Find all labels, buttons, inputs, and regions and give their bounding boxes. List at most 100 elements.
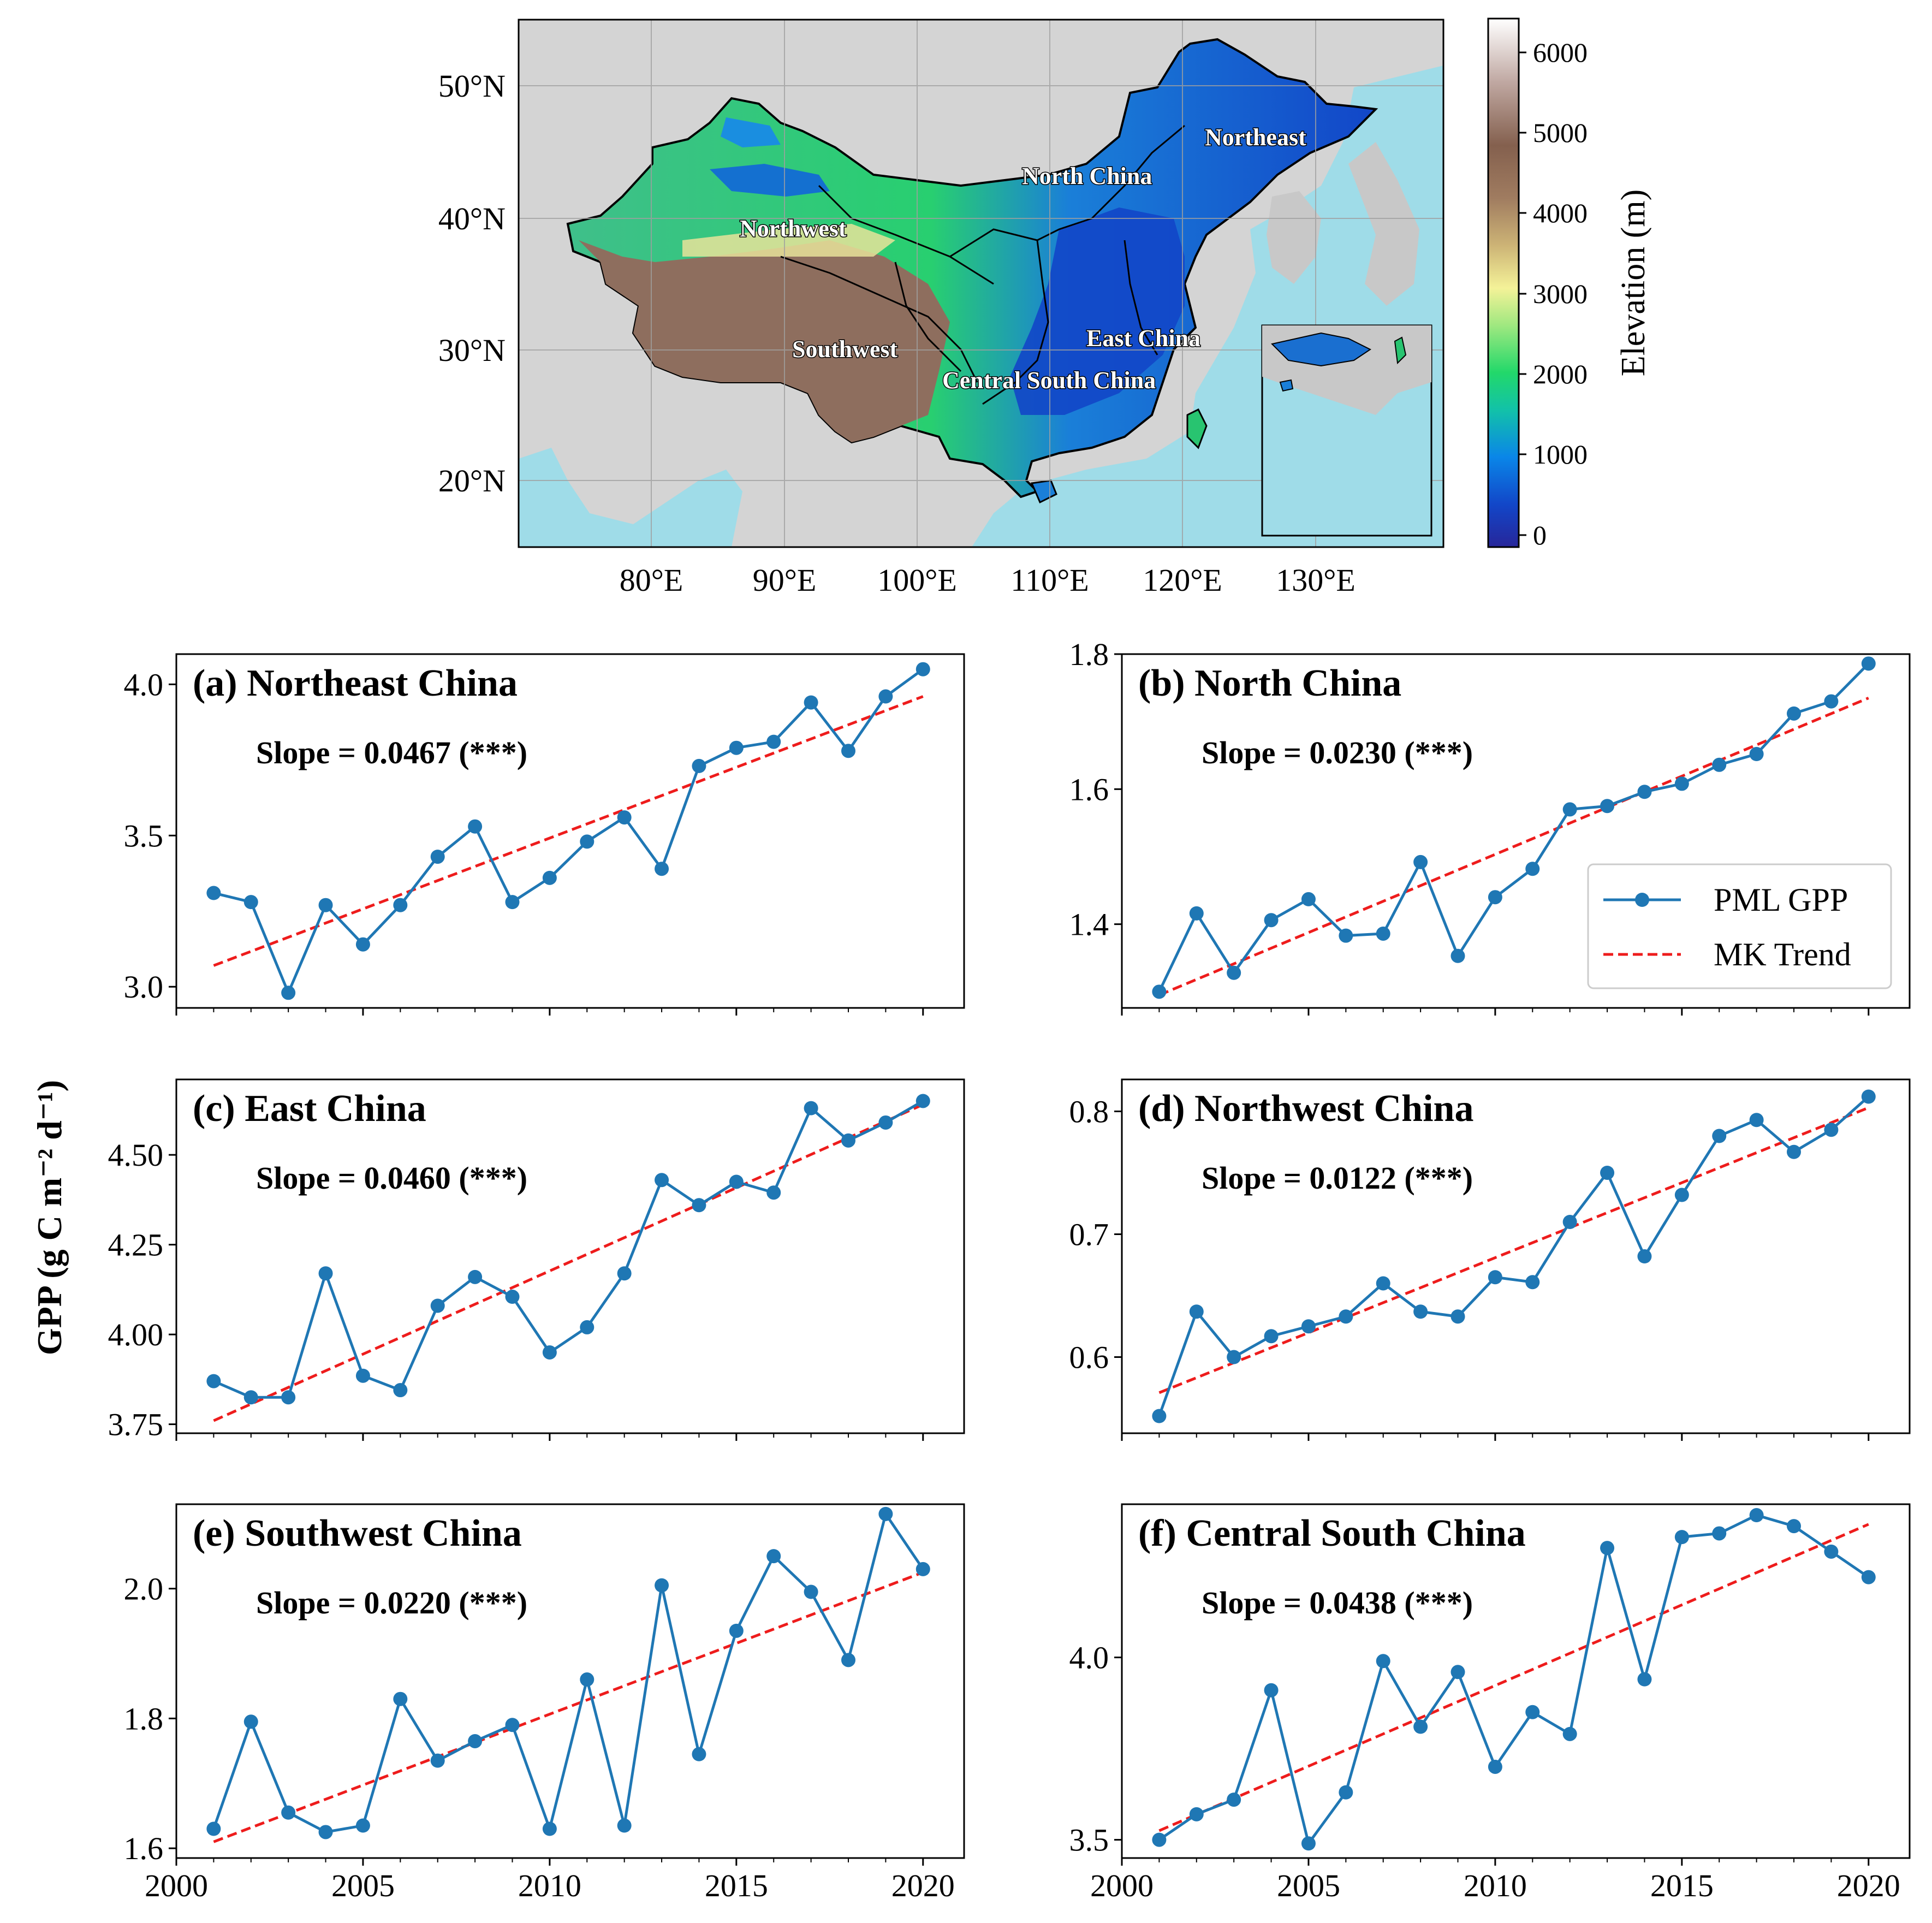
data-point xyxy=(1712,757,1727,772)
y-tick-label: 2.0 xyxy=(124,1571,164,1607)
lon-tick-labels: 80°E 90°E 100°E 110°E 120°E 130°E xyxy=(620,562,1356,598)
lon-tick-label: 90°E xyxy=(753,562,817,598)
data-point xyxy=(916,1094,930,1108)
y-tick-label: 3.75 xyxy=(108,1407,164,1443)
colorbar-tick-label: 1000 xyxy=(1533,439,1588,470)
data-point xyxy=(430,1298,445,1313)
data-point xyxy=(1451,948,1465,963)
panel-frame xyxy=(1121,1503,1911,1859)
y-tick-label: 3.5 xyxy=(1069,1823,1109,1858)
data-point xyxy=(655,1578,669,1593)
x-tick-label: 2010 xyxy=(1464,1868,1527,1903)
data-point xyxy=(655,862,669,876)
data-point xyxy=(1562,1726,1577,1741)
colorbar-tick-label: 5000 xyxy=(1533,117,1588,148)
colorbar-tick-label: 3000 xyxy=(1533,278,1588,309)
slope-annotation: Slope = 0.0467 (***) xyxy=(256,735,527,770)
data-point xyxy=(1227,1793,1241,1807)
data-point xyxy=(692,758,706,773)
data-point xyxy=(206,1374,221,1388)
data-point xyxy=(393,1691,408,1706)
data-point xyxy=(1376,1276,1390,1291)
elevation-map: Northeast North China Northwest East Chi… xyxy=(438,17,1652,598)
data-point xyxy=(878,1506,893,1521)
data-point xyxy=(916,662,930,676)
series-line xyxy=(213,668,924,996)
y-tick-label: 4.0 xyxy=(1069,1640,1109,1676)
data-point xyxy=(1301,1319,1316,1334)
x-tick-label: 2005 xyxy=(1277,1868,1340,1903)
data-point xyxy=(281,1805,296,1820)
slope-annotation: Slope = 0.0122 (***) xyxy=(1202,1160,1473,1196)
data-point xyxy=(916,1562,930,1576)
panel-title: (b) North China xyxy=(1138,662,1401,704)
region-label-east-china: East China xyxy=(1086,325,1200,352)
data-point xyxy=(393,898,408,912)
lon-tick-label: 80°E xyxy=(620,562,683,598)
data-point xyxy=(542,870,557,885)
gpp-panel-1: 3.0 3.5 4.0 (a) Northeast China Slope = 0.04… xyxy=(124,653,965,1016)
data-point xyxy=(1189,1304,1204,1319)
data-point xyxy=(318,1266,333,1281)
data-point xyxy=(1674,1188,1689,1202)
data-point xyxy=(1264,913,1279,928)
panel-frame xyxy=(175,653,965,1009)
trend-line xyxy=(1158,1523,1869,1832)
data-point xyxy=(1264,1683,1279,1698)
panel-title: (f) Central South China xyxy=(1138,1512,1526,1554)
y-tick-label: 1.6 xyxy=(124,1831,164,1866)
data-point xyxy=(878,1115,893,1130)
data-point xyxy=(1674,776,1689,791)
data-point xyxy=(243,1714,258,1729)
data-point xyxy=(1413,1304,1428,1319)
data-point xyxy=(1562,1215,1577,1229)
data-point xyxy=(1749,747,1764,762)
data-point xyxy=(1786,706,1801,721)
lon-tick-label: 120°E xyxy=(1143,562,1222,598)
data-point xyxy=(1525,862,1540,876)
panel-frame xyxy=(175,1503,965,1859)
trend-line xyxy=(213,1571,924,1843)
colorbar-gradient xyxy=(1487,17,1520,548)
region-label-central-south-china: Central South China xyxy=(942,367,1156,394)
region-labels: Northeast North China Northwest East Chi… xyxy=(739,123,1307,395)
x-tick-label: 2015 xyxy=(1650,1868,1714,1903)
data-point xyxy=(804,1584,818,1599)
data-point xyxy=(468,819,483,834)
data-point xyxy=(1339,1309,1353,1324)
data-point xyxy=(355,1368,370,1383)
gpp-panel-2: 1.4 1.6 1.8 (b) North China Slope = 0.0230 (… xyxy=(1069,637,1911,1016)
panel-title: (d) Northwest China xyxy=(1138,1088,1473,1130)
data-point xyxy=(1861,1089,1876,1104)
data-point xyxy=(1376,1654,1390,1669)
data-point xyxy=(1339,928,1353,943)
gpp-panels: 3.0 3.5 4.0 (a) Northeast China Slope = 0.04… xyxy=(108,637,1911,1903)
y-tick-label: 4.00 xyxy=(108,1317,164,1352)
slope-annotation: Slope = 0.0230 (***) xyxy=(1202,735,1473,770)
elevation-colorbar: 6000 5000 4000 3000 2000 1000 0 Elevatio… xyxy=(1487,17,1652,550)
y-tick-label: 1.8 xyxy=(1069,637,1109,672)
data-point xyxy=(1264,1329,1279,1344)
legend-box xyxy=(1587,863,1892,989)
data-point xyxy=(505,895,520,910)
colorbar-tick-labels: 6000 5000 4000 3000 2000 1000 0 xyxy=(1533,37,1588,550)
data-point xyxy=(580,1320,595,1334)
data-point xyxy=(655,1173,669,1188)
x-tick-label: 2020 xyxy=(1837,1868,1900,1903)
data-point xyxy=(766,734,781,749)
data-point xyxy=(355,937,370,952)
data-point xyxy=(878,689,893,704)
y-tick-label: 4.25 xyxy=(108,1227,164,1263)
lat-tick-label: 50°N xyxy=(438,68,506,104)
japan-land xyxy=(1348,142,1419,306)
gpp-panel-4: 0.6 0.7 0.8 (d) Northwest China Slope = 0.01… xyxy=(1069,1078,1911,1441)
data-point xyxy=(355,1818,370,1833)
gpp-panel-5: 1.6 1.8 2.0 2000 2005 2010 2015 2020 (e) Southwe… xyxy=(124,1503,965,1903)
data-point xyxy=(1824,1123,1839,1137)
legend: PML GPP MK Trend xyxy=(1587,863,1892,989)
lat-tick-label: 20°N xyxy=(438,463,506,498)
x-tick-label: 2000 xyxy=(145,1868,208,1903)
eastern-lowlands xyxy=(1010,207,1185,415)
legend-series-label: PML GPP xyxy=(1714,882,1848,918)
x-tick-label: 2015 xyxy=(705,1868,768,1903)
